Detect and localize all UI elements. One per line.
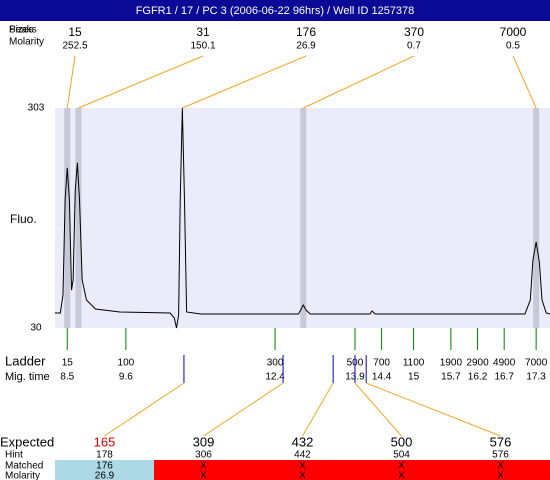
- peak-leader: [182, 55, 307, 109]
- ladder-time: 8.5: [60, 372, 74, 383]
- ladder-size: 15: [62, 358, 74, 369]
- y-tick-label: 303: [28, 103, 45, 114]
- ladder-time: 9.6: [119, 372, 133, 383]
- ladder-time: 16.2: [468, 372, 488, 383]
- expected-row-label: Expected: [0, 434, 54, 449]
- expected-size: 500: [391, 434, 413, 449]
- ladder-label: Ladder: [5, 353, 46, 368]
- ladder-size: 300: [267, 358, 284, 369]
- ladder-size: 1900: [440, 358, 463, 369]
- ladder-time: 15: [408, 372, 420, 383]
- peak-molarity: 150.1: [190, 41, 215, 52]
- expected-size: 309: [193, 434, 215, 449]
- peak-leader: [66, 55, 76, 109]
- ladder-size: 4900: [493, 358, 516, 369]
- matched-molarity: 26.9: [95, 471, 115, 480]
- expected-leader: [203, 382, 284, 437]
- ladder-time: 14.4: [372, 372, 392, 383]
- peak-molarity: 252.5: [62, 41, 87, 52]
- matched-molarity: X: [299, 471, 306, 480]
- ladder-size: 700: [373, 358, 390, 369]
- peak-leader: [512, 55, 537, 109]
- expected-row-label: Hint: [5, 450, 23, 461]
- match-cell: [55, 460, 154, 480]
- ladder-size: 1100: [403, 358, 425, 369]
- expected-leader: [365, 382, 501, 437]
- expected-size: 165: [94, 434, 116, 449]
- peak-size: 7000: [500, 25, 527, 39]
- marker-band: [64, 108, 71, 328]
- matched-molarity: X: [398, 471, 405, 480]
- match-cell: [154, 460, 253, 480]
- ladder-size: 100: [118, 358, 135, 369]
- peak-size: 15: [68, 25, 82, 39]
- hint: 178: [96, 450, 113, 461]
- matched: 176: [96, 461, 113, 472]
- peak-row-label: Sizes: [9, 25, 33, 36]
- matched: X: [299, 461, 306, 472]
- expected-leader: [104, 382, 185, 437]
- mig-time-label: Mig. time: [5, 371, 50, 383]
- expected-size: 576: [490, 434, 512, 449]
- y-axis-label: Fluo.: [10, 212, 37, 226]
- ladder-size: 2900: [466, 358, 489, 369]
- hint: 306: [195, 450, 212, 461]
- matched: X: [497, 461, 504, 472]
- title: FGFR1 / 17 / PC 3 (2006-06-22 96hrs) / W…: [136, 5, 415, 17]
- peak-leader: [78, 55, 204, 109]
- marker-band: [300, 108, 307, 328]
- peak-molarity: 26.9: [296, 41, 316, 52]
- hint: 576: [492, 450, 509, 461]
- peak-row-label: Molarity: [9, 37, 44, 48]
- trace: [55, 107, 550, 329]
- peak-molarity: 0.7: [407, 41, 421, 52]
- peak-leader: [303, 55, 415, 109]
- match-cell: [352, 460, 451, 480]
- matched: X: [398, 461, 405, 472]
- expected-row-label: Molarity: [5, 471, 40, 480]
- peak-size: 370: [404, 25, 424, 39]
- marker-band: [533, 108, 540, 328]
- matched-molarity: X: [200, 471, 207, 480]
- expected-row-label: Matched: [5, 461, 43, 472]
- match-cell: [451, 460, 550, 480]
- ladder-size: 7000: [525, 358, 548, 369]
- peak-size: 31: [196, 25, 210, 39]
- ladder-time: 17.3: [526, 372, 546, 383]
- matched: X: [200, 461, 207, 472]
- ladder-time: 12.4: [265, 372, 285, 383]
- match-cell: [253, 460, 352, 480]
- hint: 504: [393, 450, 410, 461]
- expected-leader: [302, 382, 334, 437]
- expected-leader: [354, 382, 402, 437]
- ladder-time: 16.7: [494, 372, 514, 383]
- peak-molarity: 0.5: [506, 41, 520, 52]
- title-bar: [0, 0, 550, 21]
- peak-row-label: Peaks: [9, 25, 37, 36]
- expected-size: 432: [292, 434, 314, 449]
- matched-molarity: X: [497, 471, 504, 480]
- peak-size: 176: [296, 25, 316, 39]
- y-tick-label: 30: [30, 323, 42, 334]
- ladder-time: 15.7: [441, 372, 461, 383]
- marker-band: [75, 108, 82, 328]
- hint: 442: [294, 450, 311, 461]
